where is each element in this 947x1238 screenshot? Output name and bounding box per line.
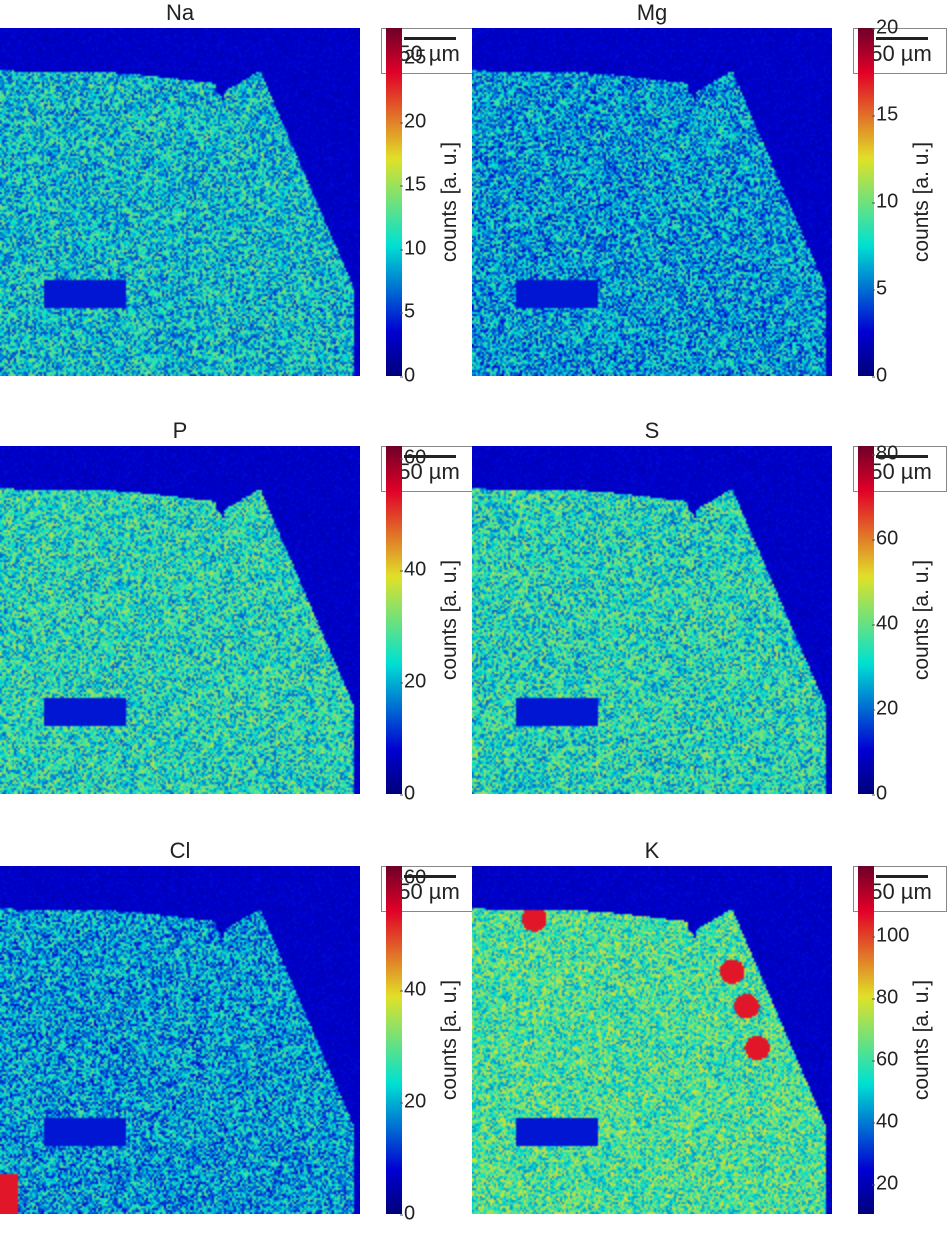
- panel-title: S: [472, 418, 832, 444]
- colorbar-tick: 20: [404, 671, 426, 694]
- colorbar-tick: 60: [876, 528, 898, 551]
- colorbar-label: counts [a. u.]: [910, 560, 934, 680]
- element-map: [0, 446, 360, 794]
- colorbar-tick: 20: [404, 1091, 426, 1114]
- colorbar-tick: 40: [876, 1111, 898, 1134]
- scale-line: [876, 875, 928, 878]
- panel-cl: Cl 50 µm counts [a. u.] 0 20 40 60: [0, 838, 475, 1238]
- element-map: [472, 866, 832, 1214]
- colorbar-tick: 10: [404, 238, 426, 261]
- element-map: [472, 446, 832, 794]
- panel-na: Na 50 µm counts [a. u.] 0 5 10 15 20 25: [0, 0, 475, 400]
- panel-p: P 50 µm counts [a. u.] 0 20 40 60: [0, 418, 475, 818]
- colorbar-label: counts [a. u.]: [910, 142, 934, 262]
- panel-title: Na: [0, 0, 360, 26]
- colorbar-tick: 40: [404, 979, 426, 1002]
- colorbar-tick: 20: [404, 111, 426, 134]
- colorbar-tick: 80: [876, 443, 898, 466]
- colorbar-label: counts [a. u.]: [438, 560, 462, 680]
- colorbar-tick: 100: [876, 925, 909, 948]
- colorbar-tick: 0: [404, 1203, 415, 1226]
- panel-mg: Mg 50 µm counts [a. u.] 0 5 10 15 20: [472, 0, 947, 400]
- panel-title: Cl: [0, 838, 360, 864]
- colorbar-tick: 60: [876, 1049, 898, 1072]
- colorbar: [858, 446, 874, 794]
- colorbar-tick: 0: [404, 365, 415, 388]
- colorbar-tick: 0: [404, 783, 415, 806]
- colorbar: [858, 866, 874, 1214]
- colorbar-tick: 20: [876, 698, 898, 721]
- colorbar-tick: 0: [876, 783, 887, 806]
- colorbar-tick: 80: [876, 987, 898, 1010]
- colorbar-label: counts [a. u.]: [438, 980, 462, 1100]
- panel-title: K: [472, 838, 832, 864]
- colorbar-tick: 10: [876, 191, 898, 214]
- colorbar-tick: 60: [404, 447, 426, 470]
- element-map: [472, 28, 832, 376]
- colorbar-tick: 15: [876, 104, 898, 127]
- panel-title: P: [0, 418, 360, 444]
- colorbar-tick: 5: [404, 301, 415, 324]
- colorbar-label: counts [a. u.]: [438, 142, 462, 262]
- panel-title: Mg: [472, 0, 832, 26]
- panel-k: K 50 µm counts [a. u.] 20 40 60 80 100: [472, 838, 947, 1238]
- colorbar-tick: 40: [876, 613, 898, 636]
- colorbar-tick: 20: [876, 1173, 898, 1196]
- colorbar-tick: 40: [404, 559, 426, 582]
- panel-s: S 50 µm counts [a. u.] 0 20 40 60 80: [472, 418, 947, 818]
- scale-line: [404, 37, 456, 40]
- colorbar-tick: 60: [404, 867, 426, 890]
- colorbar: [386, 866, 402, 1214]
- colorbar-tick: 25: [404, 47, 426, 70]
- colorbar-tick: 0: [876, 365, 887, 388]
- colorbar-tick: 15: [404, 174, 426, 197]
- colorbar: [386, 446, 402, 794]
- colorbar-tick: 20: [876, 17, 898, 40]
- colorbar: [386, 28, 402, 376]
- element-map: [0, 866, 360, 1214]
- element-map: [0, 28, 360, 376]
- colorbar-tick: 5: [876, 278, 887, 301]
- colorbar-label: counts [a. u.]: [910, 980, 934, 1100]
